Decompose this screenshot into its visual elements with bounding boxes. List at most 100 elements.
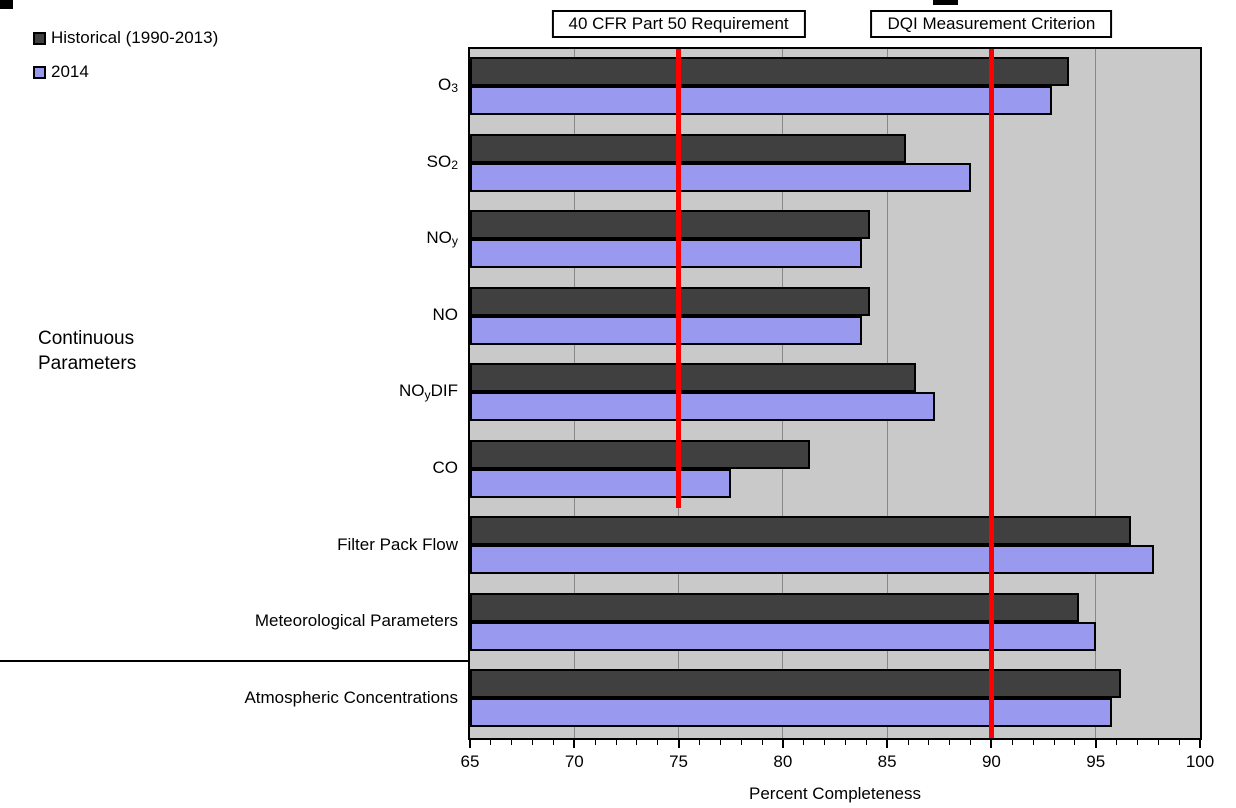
tick-67	[511, 740, 513, 745]
tick-label-85: 85	[877, 752, 897, 771]
tick-73	[636, 740, 638, 745]
scan-artifact-topleft	[0, 0, 13, 9]
legend-item-historical: Historical (1990-2013)	[33, 28, 218, 48]
category-label-meteorological-parameters: Meteorological Parameters	[254, 611, 458, 631]
bar-row-noy	[470, 202, 1200, 279]
tick-75	[677, 740, 680, 748]
gridline-95	[1095, 49, 1097, 738]
tick-label-65: 65	[460, 752, 480, 771]
group-label-line1: Continuous	[38, 328, 135, 349]
bar-row-atmospheric-concentrations	[470, 661, 1200, 738]
bar-historical-1990-2013--noy	[470, 210, 871, 240]
tick-71	[594, 740, 596, 745]
tick-label-90: 90	[981, 752, 1001, 771]
tick-86	[907, 740, 909, 745]
bar-historical-1990-2013--o3	[470, 57, 1069, 86]
tick-76	[698, 740, 700, 745]
bar-2014-noy	[470, 239, 863, 269]
tick-83	[844, 740, 846, 745]
tick-79	[761, 740, 763, 745]
category-label-co: CO	[432, 458, 459, 478]
tick-95	[1094, 740, 1097, 748]
category-label-noydif: NO y DIF	[398, 381, 458, 402]
tick-77	[719, 740, 721, 745]
tick-97	[1136, 740, 1138, 745]
bar-historical-1990-2013--no	[470, 286, 871, 316]
category-label-so2: SO 2	[426, 151, 458, 172]
bar-row-co	[470, 432, 1200, 509]
tick-89	[970, 740, 972, 745]
bar-historical-1990-2013--filter-pack-flow	[470, 516, 1132, 546]
bar-historical-1990-2013--so2	[470, 133, 906, 163]
tick-72	[615, 740, 617, 745]
tick-98	[1157, 740, 1159, 745]
annotation-40-cfr-part-50-requirement: 40 CFR Part 50 Requirement	[551, 10, 806, 38]
tick-87	[928, 740, 930, 745]
tick-88	[949, 740, 951, 745]
legend-label-2014: 2014	[51, 62, 89, 81]
tick-90	[990, 740, 993, 748]
legend-item-2014: 2014	[33, 62, 218, 82]
bar-2014-meteorological-parameters	[470, 621, 1096, 651]
tick-68	[532, 740, 534, 745]
bar-historical-1990-2013--co	[470, 439, 810, 469]
legend-swatch-historical	[33, 31, 46, 45]
tick-69	[552, 740, 554, 745]
tick-81	[803, 740, 805, 745]
category-label-atmospheric-concentrations: Atmospheric Concentrations	[244, 687, 458, 707]
category-label-noy: NO y	[426, 228, 458, 249]
ref-line-90	[988, 49, 994, 738]
tick-label-70: 70	[564, 752, 584, 771]
tick-80	[781, 740, 784, 748]
legend-swatch-2014	[33, 65, 46, 79]
legend: Historical (1990-2013) 2014	[33, 28, 218, 96]
category-label-no: NO	[432, 304, 459, 324]
bar-2014-co	[470, 468, 731, 498]
tick-label-100: 100	[1185, 752, 1215, 771]
section-separator-line	[0, 660, 468, 662]
tick-99	[1178, 740, 1180, 745]
bar-row-o3	[470, 49, 1200, 126]
tick-84	[865, 740, 867, 745]
bar-2014-noydif	[470, 392, 936, 422]
tick-93	[1053, 740, 1055, 745]
bar-2014-no	[470, 315, 863, 345]
tick-66	[490, 740, 492, 745]
bar-row-no	[470, 279, 1200, 356]
tick-96	[1116, 740, 1118, 745]
bar-2014-atmospheric-concentrations	[470, 698, 1113, 728]
group-label-line2: Parameters	[38, 353, 137, 374]
x-axis-title: Percent Completeness	[749, 784, 921, 803]
tick-label-95: 95	[1086, 752, 1106, 771]
tick-100	[1199, 740, 1201, 748]
tick-65	[469, 740, 471, 748]
bar-row-so2	[470, 126, 1200, 203]
bar-historical-1990-2013--meteorological-parameters	[470, 592, 1080, 622]
group-label-continuous-parameters: Continuous Parameters	[38, 326, 136, 376]
bar-2014-filter-pack-flow	[470, 545, 1155, 575]
bar-row-meteorological-parameters	[470, 585, 1200, 662]
scan-artifact-topcenter	[933, 0, 958, 5]
tick-74	[657, 740, 659, 745]
bar-2014-so2	[470, 162, 971, 192]
bar-row-noydif	[470, 355, 1200, 432]
tick-91	[1011, 740, 1013, 745]
category-label-filter-pack-flow: Filter Pack Flow	[337, 534, 458, 554]
tick-85	[886, 740, 889, 748]
tick-92	[1032, 740, 1034, 745]
tick-94	[1074, 740, 1076, 745]
bar-historical-1990-2013--noydif	[470, 363, 917, 393]
tick-78	[740, 740, 742, 745]
tick-label-75: 75	[669, 752, 689, 771]
legend-label-historical: Historical (1990-2013)	[51, 28, 219, 47]
plot-area	[468, 47, 1202, 740]
bar-row-filter-pack-flow	[470, 508, 1200, 585]
tick-82	[824, 740, 826, 745]
ref-line-75	[676, 49, 682, 509]
bar-historical-1990-2013--atmospheric-concentrations	[470, 669, 1121, 699]
tick-label-80: 80	[773, 752, 793, 771]
bar-2014-o3	[470, 86, 1052, 115]
tick-70	[573, 740, 576, 748]
